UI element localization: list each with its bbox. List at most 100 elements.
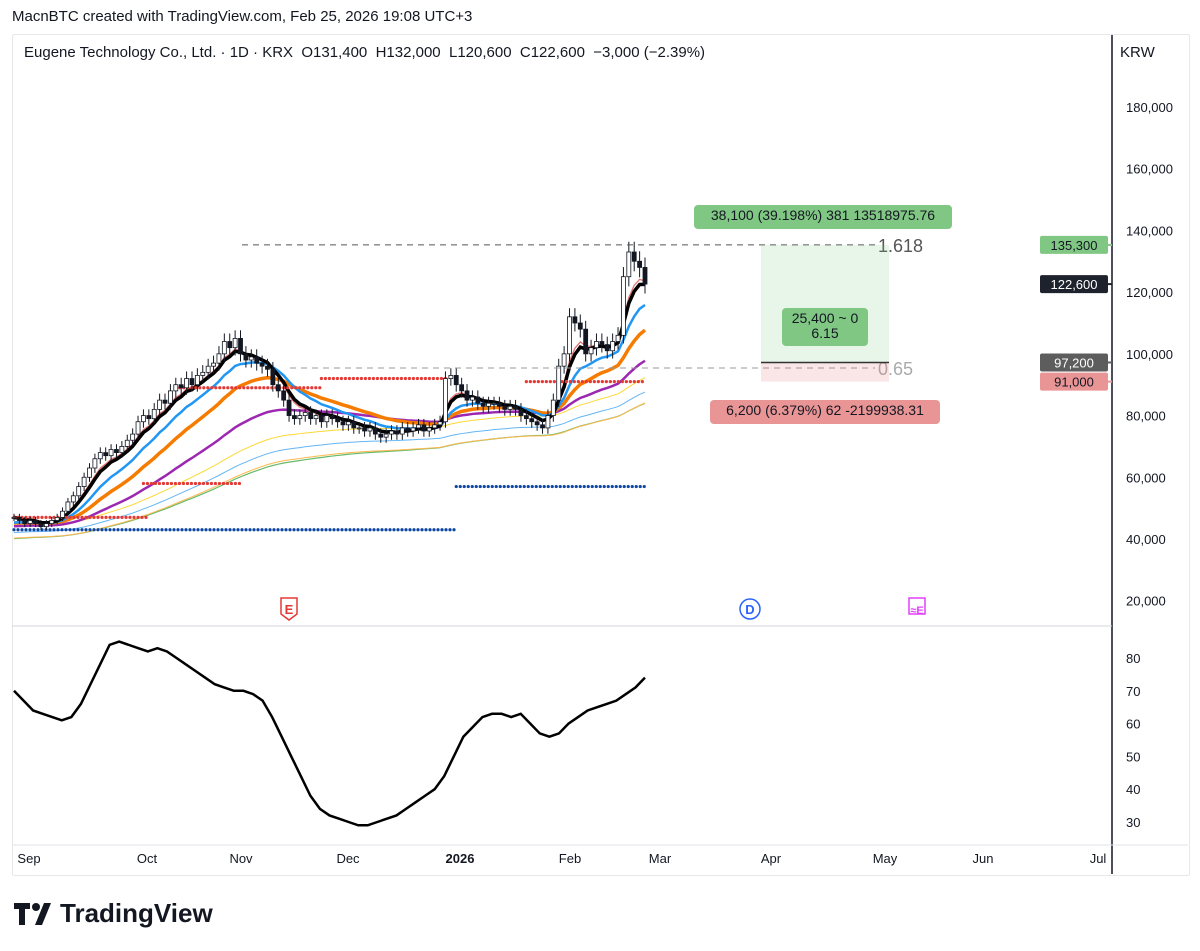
candle-body: [216, 353, 222, 364]
support-dot: [324, 528, 328, 532]
resistance-dot: [48, 515, 52, 519]
support-dot: [486, 484, 490, 489]
chart-frame: [12, 34, 1190, 876]
support-dot: [474, 484, 478, 489]
resistance-dot: [588, 380, 592, 384]
candle-body: [70, 495, 76, 503]
support-dot: [444, 528, 448, 532]
resistance-dot: [84, 515, 88, 519]
support-dot: [184, 528, 188, 532]
candle-body: [394, 430, 400, 435]
tradingview-logo-icon: [14, 902, 51, 925]
resistance-dot: [96, 515, 100, 519]
candle-body: [221, 341, 227, 355]
candle-body: [480, 402, 486, 407]
candle-body: [550, 399, 556, 416]
candle-body: [270, 368, 276, 386]
support-dot: [200, 528, 204, 532]
candle-body: [151, 408, 157, 420]
candle-body: [259, 362, 265, 367]
candle-body: [437, 421, 443, 426]
support-dot: [164, 528, 168, 532]
support-dot: [428, 528, 432, 532]
risk-reward-label-bg: [782, 308, 868, 346]
support-dot: [424, 528, 428, 532]
candle-body: [448, 375, 454, 379]
candle-body: [302, 412, 308, 416]
candle-body: [168, 390, 173, 404]
candle-body: [130, 433, 136, 441]
support-dot: [72, 528, 76, 532]
resistance-dot: [335, 376, 340, 381]
candle-body: [540, 424, 545, 429]
resistance-dot: [395, 376, 400, 381]
price-tick-label: 60,000: [1126, 470, 1166, 485]
price-tick-label: 100,000: [1126, 347, 1173, 362]
resistance-dot: [209, 481, 214, 486]
candle-body: [432, 424, 438, 429]
resistance-dot: [528, 380, 532, 384]
support-dot: [176, 528, 180, 532]
resistance-dot: [572, 380, 576, 384]
support-dot: [188, 528, 192, 532]
price-tick-label: 120,000: [1126, 285, 1173, 300]
candle-body: [464, 390, 470, 401]
support-dot: [64, 528, 68, 532]
candle-body: [157, 399, 163, 410]
candle-body: [297, 415, 303, 420]
resistance-dot: [104, 515, 108, 519]
support-dot: [570, 484, 574, 489]
support-dot: [618, 484, 622, 489]
tradingview-logo: TradingView: [14, 898, 213, 929]
support-dot: [364, 528, 368, 532]
resistance-dot: [238, 386, 242, 390]
support-dot: [586, 484, 590, 489]
support-dot: [224, 528, 228, 532]
event-marker-label: ≈E: [910, 605, 923, 617]
resistance-dot: [524, 380, 528, 384]
time-tick-label: Apr: [761, 851, 782, 866]
candle-body: [351, 421, 357, 429]
support-dot: [566, 484, 570, 489]
candle-body: [205, 365, 211, 373]
resistance-dot: [225, 481, 230, 486]
resistance-dot: [254, 386, 258, 390]
candle-body: [421, 424, 427, 432]
resistance-dot: [157, 481, 162, 486]
resistance-dot: [632, 380, 636, 384]
target-label-bg: [694, 205, 952, 229]
support-dot: [610, 484, 614, 489]
support-dot: [108, 528, 112, 532]
candle-body: [426, 427, 432, 432]
resistance-dot: [144, 515, 148, 519]
resistance-dot: [189, 481, 194, 486]
resistance-dot: [36, 515, 40, 519]
support-dot: [522, 484, 526, 489]
support-dot: [104, 528, 108, 532]
resistance-dot: [108, 515, 112, 519]
candle-body: [443, 378, 448, 423]
resistance-dot: [266, 386, 270, 390]
resistance-dot: [363, 376, 368, 381]
support-dot: [614, 484, 618, 489]
support-dot: [260, 528, 264, 532]
currency-label[interactable]: KRW: [1120, 44, 1155, 61]
candle-body: [108, 449, 114, 457]
support-dot: [478, 484, 482, 489]
resistance-dot: [383, 376, 388, 381]
support-dot: [396, 528, 400, 532]
candle-body: [54, 516, 60, 521]
support-dot: [168, 528, 172, 532]
oscillator-line: [13, 640, 646, 827]
resistance-dot: [88, 515, 92, 519]
support-dot: [28, 528, 32, 532]
candle-body: [599, 341, 605, 345]
support-dot: [208, 528, 212, 532]
support-dot: [20, 528, 24, 532]
fib-label: 0.65: [878, 359, 913, 379]
resistance-dot: [177, 481, 182, 486]
candle-body: [572, 316, 578, 324]
support-dot: [384, 528, 388, 532]
resistance-dot: [314, 386, 318, 390]
